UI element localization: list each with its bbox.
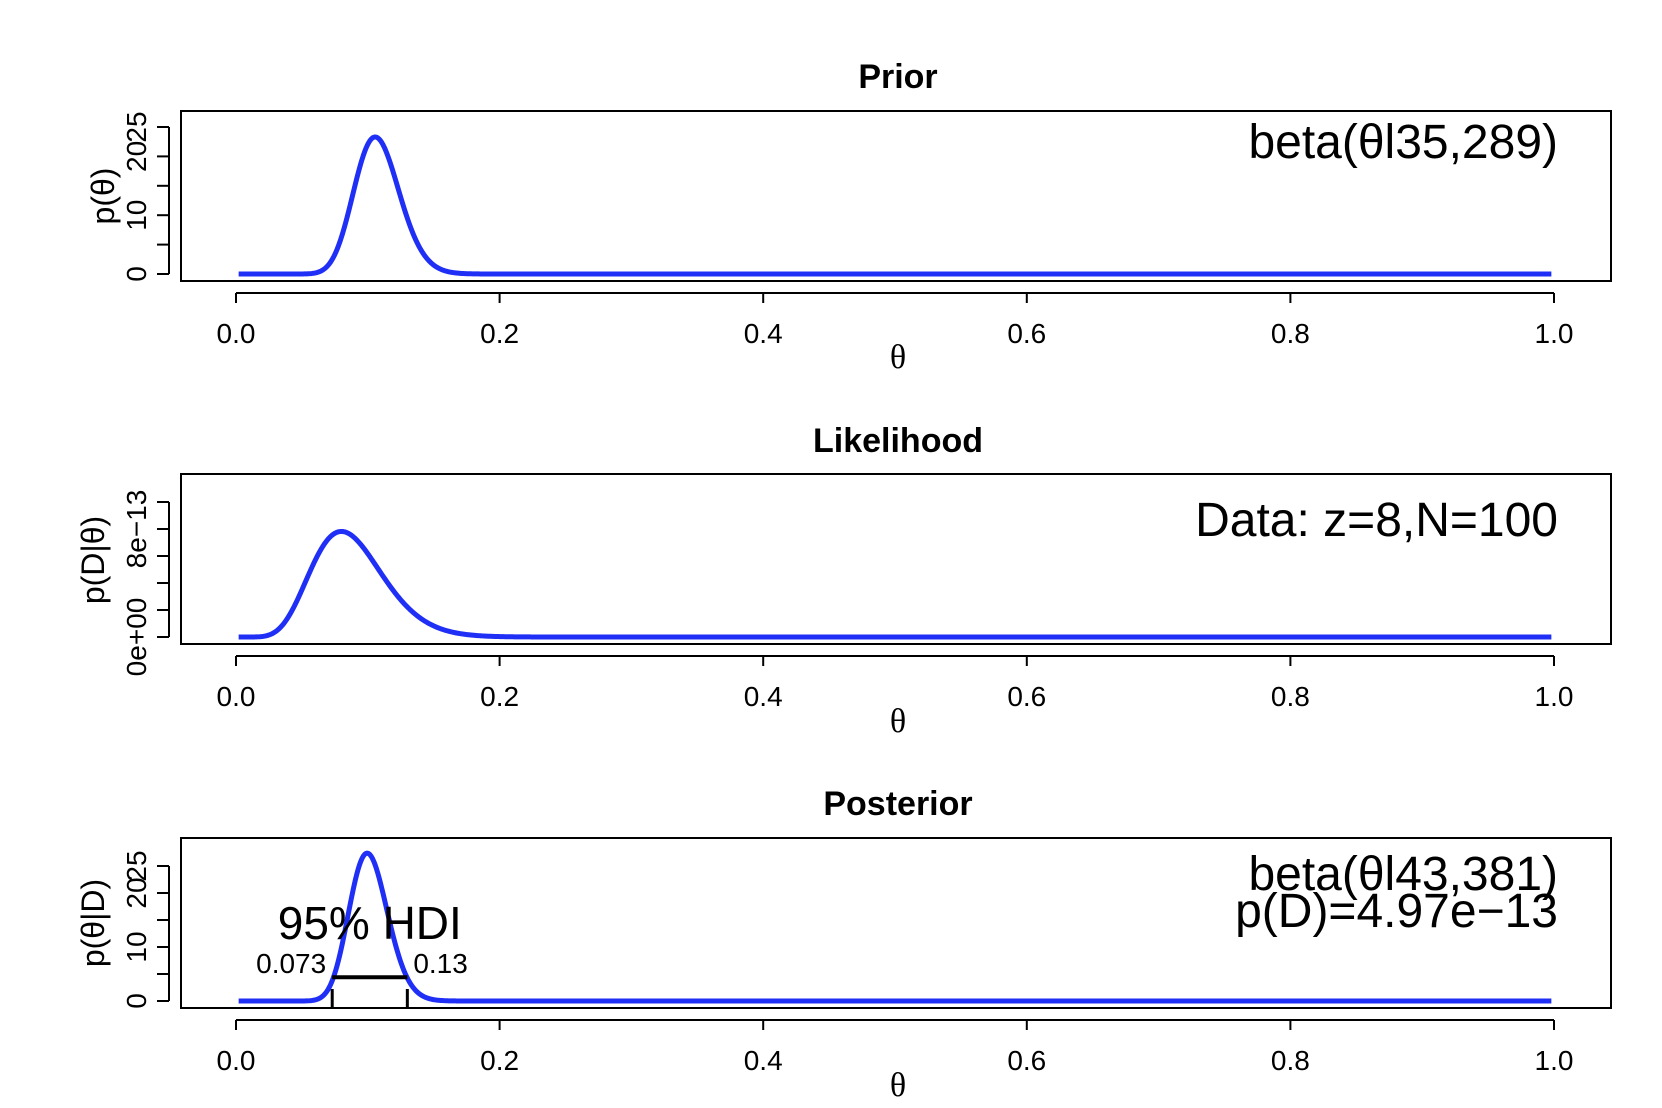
panel-posterior: Posterior beta(θl43,381) p(D)=4.97e−13 p…: [75, 785, 1612, 1104]
x-axis-label: θ: [890, 339, 906, 376]
annotation-text-2: p(D)=4.97e−13: [1235, 885, 1558, 938]
x-tick-label: 0.0: [217, 318, 256, 349]
plot-frame: [180, 110, 1612, 282]
y-axis-label: p(D|θ): [75, 516, 111, 604]
x-tick-label: 0.4: [744, 1045, 783, 1076]
x-tick-label: 0.4: [744, 681, 783, 712]
x-axis-label: θ: [890, 1067, 906, 1104]
y-tick-label: 8e−13: [121, 490, 152, 569]
x-tick-label: 0.0: [217, 681, 256, 712]
panel-title: Likelihood: [813, 422, 983, 460]
x-tick-label: 1.0: [1535, 1045, 1574, 1076]
x-tick-label: 1.0: [1535, 681, 1574, 712]
x-tick-label: 0.8: [1271, 681, 1310, 712]
x-tick-label: 0.6: [1007, 318, 1046, 349]
density-curve: [237, 134, 1553, 277]
annotation-text: Data: z=8,N=100: [1195, 494, 1558, 547]
y-tick-label: 20: [121, 877, 152, 908]
x-axis-label: θ: [890, 703, 906, 740]
y-tick-label: 20: [121, 141, 152, 172]
x-tick-label: 1.0: [1535, 318, 1574, 349]
plot-frame: [180, 473, 1612, 645]
hdi-low-label: 0.073: [256, 948, 326, 979]
y-tick-label: 0: [121, 266, 152, 282]
x-tick-label: 0.2: [480, 318, 519, 349]
y-tick-label: 0: [121, 993, 152, 1009]
x-tick-label: 0.8: [1271, 318, 1310, 349]
panel-prior: Prior beta(θl35,289) p(θ) θ 0.0 0.2 0.4 0.6…: [85, 58, 1612, 376]
panel-title: Prior: [858, 58, 937, 96]
y-axis-label: p(θ): [85, 168, 121, 225]
x-tick-label: 0.6: [1007, 1045, 1046, 1076]
y-tick-label: 10: [121, 200, 152, 231]
chart-marks: 0.0 0.2 0.4 0.6 0.8 1.0 0e+00 8e−13: [121, 490, 1573, 712]
x-tick-label: 0.2: [480, 681, 519, 712]
annotation-text: beta(θl43,381): [1248, 848, 1558, 901]
x-tick-label: 0.2: [480, 1045, 519, 1076]
panel-title: Posterior: [823, 785, 972, 823]
density-curve: [237, 850, 1553, 1004]
x-tick-label: 0.4: [744, 318, 783, 349]
hdi-high-label: 0.13: [413, 948, 468, 979]
plot-frame: [180, 837, 1612, 1009]
y-tick-label: 25: [121, 111, 152, 142]
x-tick-label: 0.0: [217, 1045, 256, 1076]
hdi-label: 95% HDI: [278, 897, 462, 949]
x-tick-label: 0.8: [1271, 1045, 1310, 1076]
density-curve: [237, 528, 1553, 640]
y-axis-label: p(θ|D): [75, 879, 111, 967]
annotation-text: beta(θl35,289): [1248, 116, 1558, 169]
x-tick-label: 0.6: [1007, 681, 1046, 712]
y-tick-label: 10: [121, 931, 152, 962]
y-tick-label: 25: [121, 850, 152, 881]
y-tick-label: 0e+00: [121, 598, 152, 677]
panel-likelihood: Likelihood Data: z=8,N=100 p(D|θ) θ 0.0 0…: [75, 422, 1612, 740]
